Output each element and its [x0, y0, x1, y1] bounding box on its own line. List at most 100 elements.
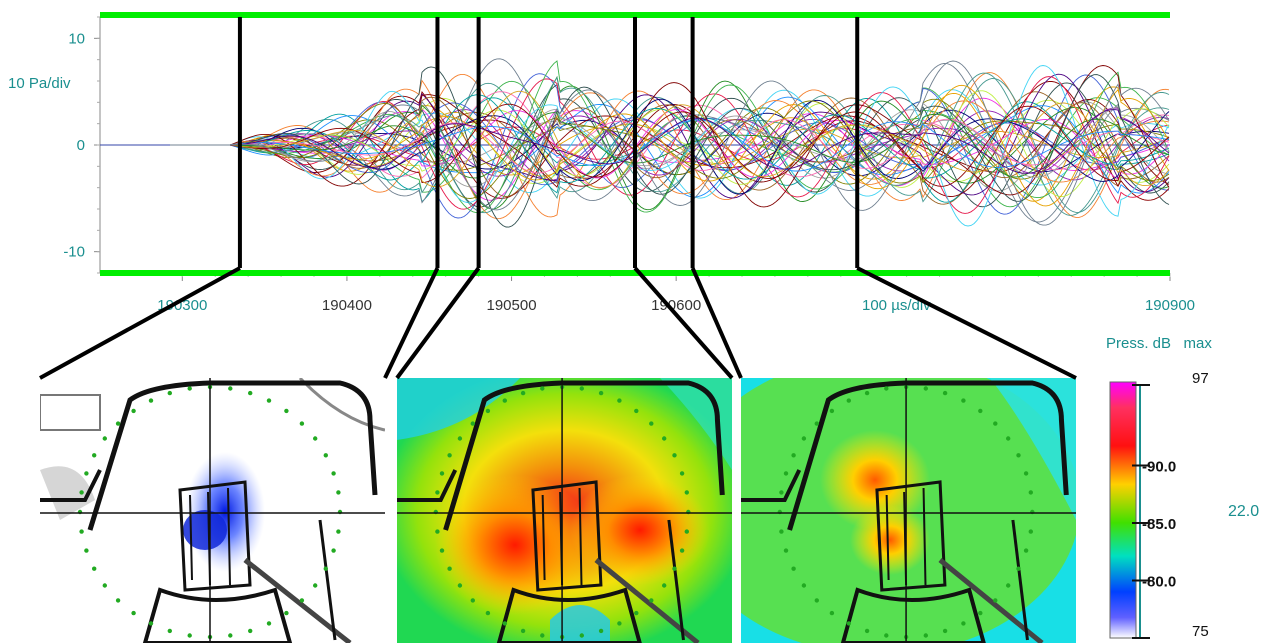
microphone-dot — [313, 436, 318, 441]
colorbar-title: Press. dB max — [1106, 335, 1212, 352]
microphone-dot — [961, 398, 966, 403]
colorbar-gradient — [1109, 381, 1137, 639]
microphone-dot — [299, 421, 305, 426]
microphone-dot — [672, 453, 677, 458]
microphone-dot — [131, 610, 136, 616]
microphone-dot — [662, 436, 667, 441]
microphone-dot — [115, 421, 121, 426]
microphone-dot — [485, 408, 491, 414]
microphone-dot — [649, 598, 654, 603]
microphone-dot — [791, 453, 796, 458]
selection-connector — [383, 267, 440, 379]
map-mid — [397, 378, 732, 643]
series-line — [170, 96, 1170, 197]
series-line — [170, 98, 1170, 195]
microphone-dot — [846, 398, 851, 403]
pressure-time-plot: 10 0 -10 190300 190400 190500 190600 190900 10… — [8, 12, 1195, 314]
microphone-dot — [331, 471, 336, 476]
microphone-dot — [579, 633, 584, 638]
series-line — [170, 106, 1170, 188]
microphone-dot — [634, 408, 639, 414]
x-division-label: 100 µs/div — [862, 297, 931, 314]
microphone-dot — [248, 390, 253, 396]
map-early — [40, 378, 385, 643]
microphone-dot — [1028, 529, 1034, 534]
y-tick-label: -10 — [63, 244, 85, 261]
lower-bound-bar — [100, 270, 1170, 276]
series-line — [170, 90, 1170, 198]
microphone-dot — [1028, 490, 1034, 495]
y-tick-label: 10 — [68, 30, 85, 47]
microphone-dot — [323, 566, 328, 571]
microphone-dot — [829, 408, 835, 414]
microphone-dot — [228, 633, 233, 638]
microphone-dot — [435, 490, 440, 495]
microphone-dot — [540, 386, 545, 391]
series-group — [170, 58, 1170, 228]
microphone-dot — [84, 548, 89, 553]
microphone-dot — [336, 490, 341, 495]
series-line — [170, 102, 1170, 186]
microphone-dot — [923, 386, 928, 391]
microphone-dot — [1016, 566, 1021, 571]
selection-connector — [856, 266, 1077, 380]
series-line — [170, 94, 1170, 194]
microphone-dot — [961, 621, 966, 626]
microphone-dot — [942, 628, 948, 634]
microphone-dot — [299, 598, 305, 603]
selection-connector — [633, 266, 734, 380]
microphone-dot — [978, 610, 983, 616]
stand-leg — [318, 519, 337, 641]
upper-bound-bar — [100, 12, 1170, 18]
microphone-dot — [79, 490, 84, 495]
microphone-dot — [248, 628, 253, 634]
microphone-dot — [978, 408, 983, 414]
colorbar-tick-label: 75 — [1192, 623, 1209, 640]
series-line — [170, 66, 1170, 228]
object-outline — [178, 480, 252, 592]
microphone-dot — [684, 529, 689, 534]
microphone-dot — [266, 398, 272, 403]
x-tick-label: 190400 — [322, 297, 372, 314]
colorbar-ticks: 97 -90.0 -85.0 -80.0 75 — [1132, 370, 1209, 640]
microphone-dot — [679, 548, 685, 553]
microphone-dot — [92, 566, 97, 571]
microphone-dot — [470, 421, 475, 426]
microphone-dot — [598, 628, 604, 634]
microphone-dot — [864, 390, 870, 396]
microphone-dot — [779, 529, 784, 534]
microphone-dot — [598, 390, 604, 396]
series-line — [170, 60, 1170, 226]
microphone-dot — [864, 628, 870, 634]
microphone-dot — [672, 566, 677, 571]
series-line — [170, 112, 1170, 179]
microphone-dot — [148, 398, 154, 403]
microphone-dot — [846, 621, 851, 626]
microphone-dot — [634, 610, 639, 616]
microphone-dot — [884, 633, 889, 638]
microphone-dot — [502, 621, 507, 626]
series-line — [170, 78, 1170, 213]
map-overlays — [40, 378, 1076, 643]
microphone-dot — [102, 436, 108, 441]
microphone-dot — [457, 583, 463, 588]
microphone-dot — [1016, 453, 1021, 458]
colorbar-range-value: 22.0 — [1228, 503, 1259, 520]
object-base — [840, 587, 986, 643]
map-overlay — [741, 378, 1076, 643]
microphone-dot — [447, 566, 452, 571]
microphone-dot — [439, 548, 445, 553]
colorbar-tick-label: -80.0 — [1142, 574, 1176, 591]
microphone-dot — [617, 621, 622, 626]
microphone-dot — [801, 436, 807, 441]
microphone-dot — [993, 421, 998, 426]
selection-connector — [39, 266, 241, 380]
microphone-dot — [684, 490, 689, 495]
series-line — [170, 103, 1170, 187]
microphone-dot — [485, 610, 491, 616]
microphone-dot — [102, 583, 108, 588]
microphone-dot — [148, 621, 154, 626]
microphone-dot — [502, 398, 507, 403]
time-connectors — [39, 17, 1077, 380]
